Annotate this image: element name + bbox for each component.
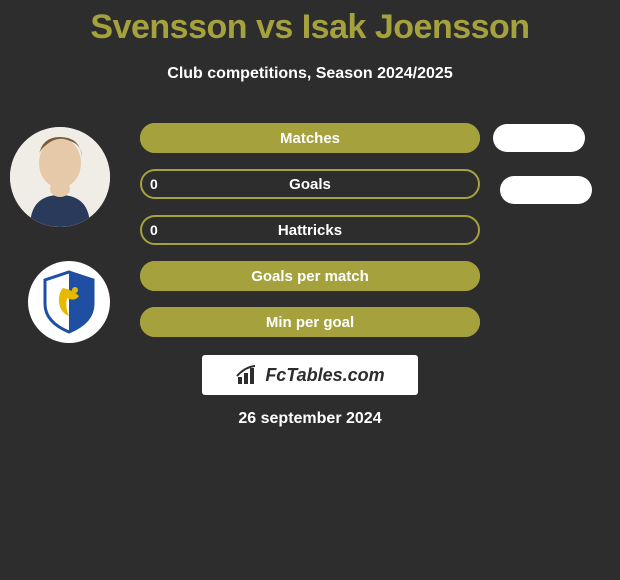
right-pill-0: [493, 124, 585, 152]
person-icon: [10, 127, 110, 227]
bar-label: Matches: [140, 123, 480, 153]
club-badge: [28, 261, 110, 343]
bar-label: Hattricks: [140, 215, 480, 245]
page-title: Svensson vs Isak Joensson: [0, 0, 620, 47]
stats-bars: Matches 0 Goals 0 Hattricks Goals per ma…: [140, 123, 480, 353]
brand-logo-box: FcTables.com: [202, 355, 418, 395]
stat-row-min-per-goal: Min per goal: [140, 307, 480, 337]
right-pill-1: [500, 176, 592, 204]
stat-row-goals-per-match: Goals per match: [140, 261, 480, 291]
bar-label: Goals per match: [140, 261, 480, 291]
date-line: 26 september 2024: [0, 410, 620, 428]
stat-row-goals: 0 Goals: [140, 169, 480, 199]
brand-text: FcTables.com: [265, 365, 384, 386]
bar-chart-icon: [235, 363, 259, 387]
stat-row-matches: Matches: [140, 123, 480, 153]
subtitle: Club competitions, Season 2024/2025: [0, 65, 620, 83]
bar-label: Min per goal: [140, 307, 480, 337]
shield-icon: [35, 268, 103, 336]
player-avatar: [10, 127, 110, 227]
stat-row-hattricks: 0 Hattricks: [140, 215, 480, 245]
bar-label: Goals: [140, 169, 480, 199]
